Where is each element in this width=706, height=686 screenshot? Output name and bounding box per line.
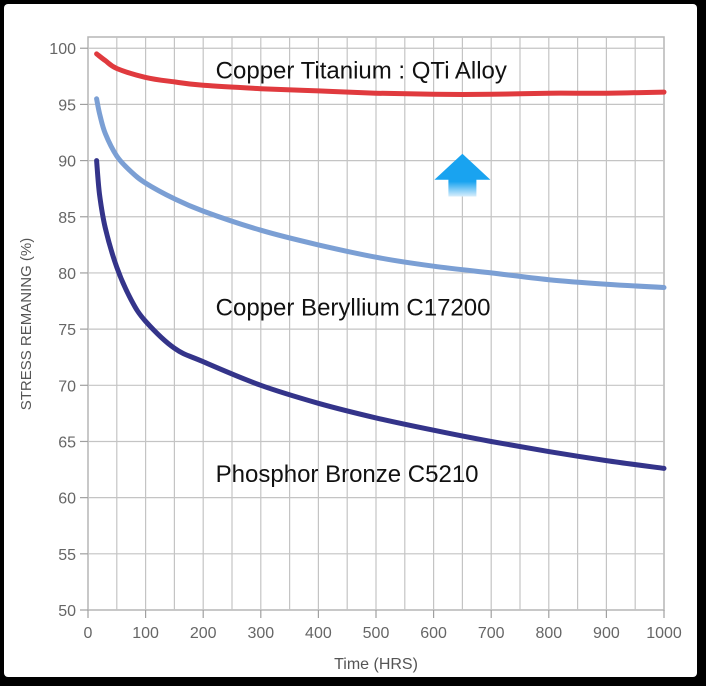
series-annotation-1: Copper Beryllium C17200 xyxy=(216,295,491,322)
series-layer xyxy=(94,51,667,471)
x-tick-label: 500 xyxy=(363,625,390,642)
chart-frame: Copper Titanium : QTi Alloy Copper Beryll… xyxy=(4,4,697,677)
annotation-layer: Copper Titanium : QTi Alloy Copper Beryll… xyxy=(216,58,507,488)
x-tick-label: 600 xyxy=(420,625,447,642)
y-tick-label: 85 xyxy=(58,210,76,227)
x-tick-label: 300 xyxy=(247,625,274,642)
tick-labels: 0 100 200 300 400 500 600 700 800 900 1000 50 55 60 65… xyxy=(49,41,682,642)
y-tick-label: 95 xyxy=(58,97,76,114)
series-annotation-0: Copper Titanium : QTi Alloy xyxy=(216,58,507,85)
y-tick-label: 90 xyxy=(58,154,76,171)
series-line-1 xyxy=(94,96,667,290)
x-tick-label: 700 xyxy=(478,625,505,642)
y-tick-label: 65 xyxy=(58,434,76,451)
x-tick-label: 100 xyxy=(132,625,159,642)
series-line-2 xyxy=(94,158,667,471)
y-tick-label: 100 xyxy=(49,41,76,58)
x-tick-label: 900 xyxy=(593,625,620,642)
y-tick-label: 55 xyxy=(58,547,76,564)
y-tick-label: 60 xyxy=(58,491,76,508)
y-tick-label: 80 xyxy=(58,266,76,283)
y-tick-label: 75 xyxy=(58,322,76,339)
series-annotation-2: Phosphor Bronze C5210 xyxy=(216,461,479,488)
x-axis-label: Time (HRS) xyxy=(334,656,418,673)
x-tick-label: 0 xyxy=(84,625,93,642)
x-tick-label: 1000 xyxy=(646,625,682,642)
grid-lines xyxy=(88,37,664,610)
y-axis-label: STRESS REMANING (%) xyxy=(18,238,35,411)
stress-relaxation-chart: Copper Titanium : QTi Alloy Copper Beryll… xyxy=(18,36,682,673)
y-tick-label: 50 xyxy=(58,603,76,620)
x-tick-label: 400 xyxy=(305,625,332,642)
x-tick-label: 800 xyxy=(535,625,562,642)
y-tick-label: 70 xyxy=(58,378,76,395)
up-arrow-icon xyxy=(434,153,491,197)
series-line-0 xyxy=(94,51,667,97)
x-tick-label: 200 xyxy=(190,625,217,642)
